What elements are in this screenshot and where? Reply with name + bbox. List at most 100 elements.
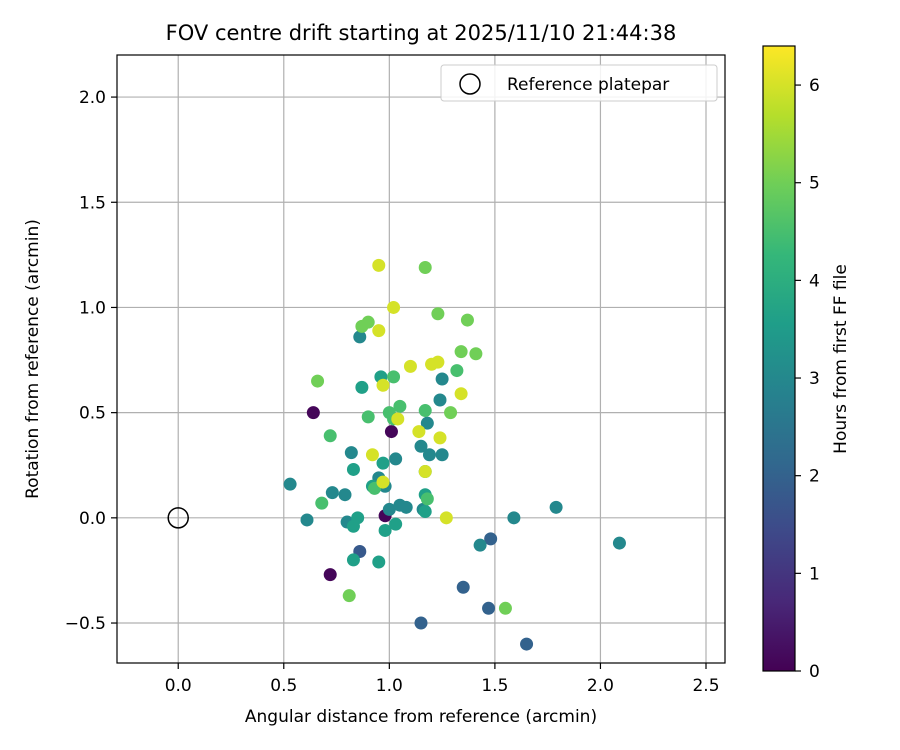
data-point: [484, 532, 498, 546]
plot-frame: [116, 54, 726, 664]
data-point: [382, 502, 396, 516]
data-point: [353, 330, 367, 344]
data-point: [378, 523, 392, 537]
data-point: [323, 429, 337, 443]
data-point: [393, 399, 407, 413]
data-point: [361, 315, 375, 329]
data-point: [433, 393, 447, 407]
legend-marker: [459, 73, 481, 95]
data-point: [454, 387, 468, 401]
data-point: [418, 505, 432, 519]
data-point: [391, 412, 405, 426]
x-tick-label: 1.5: [481, 676, 508, 696]
data-point: [376, 475, 390, 489]
data-point: [306, 406, 320, 420]
data-point: [384, 425, 398, 439]
data-point: [338, 488, 352, 502]
data-point: [418, 404, 432, 418]
data-point: [473, 538, 487, 552]
data-point: [342, 589, 356, 603]
x-axis-ticks: 0.0 0.5 1.0 1.5 2.0 2.5: [165, 663, 720, 696]
data-point: [433, 431, 447, 445]
legend-label: Reference platepar: [507, 75, 669, 95]
data-point: [414, 616, 428, 630]
data-point: [418, 465, 432, 479]
data-point: [361, 410, 375, 424]
data-point: [418, 260, 432, 274]
data-point: [300, 513, 314, 527]
data-point: [435, 448, 449, 462]
data-point: [346, 462, 360, 476]
x-axis-label: Angular distance from reference (arcmin): [245, 707, 597, 727]
data-point: [439, 511, 453, 525]
colorbar-gradient: [762, 45, 796, 672]
data-point: [431, 307, 445, 321]
chart-title: FOV centre drift starting at 2025/11/10 …: [166, 21, 677, 45]
data-point: [435, 372, 449, 386]
data-point: [323, 568, 337, 582]
data-points: [283, 258, 626, 651]
y-axis-ticks: −0.5 0.0 0.5 1.0 1.5 2.0: [65, 88, 117, 634]
y-tick-label: 1.0: [79, 298, 106, 318]
data-point: [399, 500, 413, 514]
data-point: [454, 345, 468, 359]
data-point: [469, 347, 483, 361]
colorbar-tick-label: 1: [809, 564, 820, 584]
y-axis-label: Rotation from reference (arcmin): [23, 219, 43, 499]
y-tick-label: 2.0: [79, 88, 106, 108]
data-point: [507, 511, 521, 525]
data-point: [387, 300, 401, 314]
data-point: [365, 448, 379, 462]
reference-platepar-marker: [167, 507, 189, 529]
data-point: [372, 555, 386, 569]
x-tick-label: 2.5: [692, 676, 719, 696]
y-tick-label: −0.5: [65, 614, 106, 634]
data-point: [422, 448, 436, 462]
colorbar: 0 1 2 3 4 5 6 Hours from first FF file: [762, 45, 851, 682]
data-point: [450, 364, 464, 378]
x-tick-label: 0.5: [270, 676, 297, 696]
data-point: [444, 406, 458, 420]
data-point: [460, 313, 474, 327]
data-point: [325, 486, 339, 500]
colorbar-tick-label: 2: [809, 467, 820, 487]
x-tick-label: 1.0: [376, 676, 403, 696]
data-point: [431, 355, 445, 369]
y-tick-label: 0.0: [79, 509, 106, 529]
data-point: [387, 370, 401, 384]
data-point: [376, 378, 390, 392]
legend-box: [440, 64, 718, 102]
y-tick-label: 1.5: [79, 193, 106, 213]
x-tick-label: 0.0: [165, 676, 192, 696]
colorbar-tick-label: 3: [809, 369, 820, 389]
legend: Reference platepar: [440, 64, 718, 102]
x-tick-label: 2.0: [587, 676, 614, 696]
data-point: [403, 359, 417, 373]
colorbar-label: Hours from first FF file: [831, 264, 851, 454]
data-point: [389, 452, 403, 466]
grid-lines: [117, 55, 725, 663]
data-point: [283, 477, 297, 491]
data-point: [456, 580, 470, 594]
colorbar-tick-label: 0: [809, 662, 820, 682]
data-point: [346, 553, 360, 567]
data-point: [482, 601, 496, 615]
colorbar-tick-label: 4: [809, 271, 820, 291]
data-point: [498, 601, 512, 615]
data-point: [372, 324, 386, 338]
data-point: [351, 511, 365, 525]
data-point: [355, 380, 369, 394]
data-point: [412, 425, 426, 439]
data-point: [612, 536, 626, 550]
data-point: [315, 496, 329, 510]
data-point: [420, 492, 434, 506]
colorbar-tick-label: 6: [809, 76, 820, 96]
data-point: [372, 258, 386, 272]
data-point: [420, 416, 434, 430]
data-point: [344, 446, 358, 460]
colorbar-tick-label: 5: [809, 174, 820, 194]
data-point: [520, 637, 534, 651]
colorbar-ticks: 0 1 2 3 4 5 6: [795, 76, 820, 682]
data-point: [376, 456, 390, 470]
